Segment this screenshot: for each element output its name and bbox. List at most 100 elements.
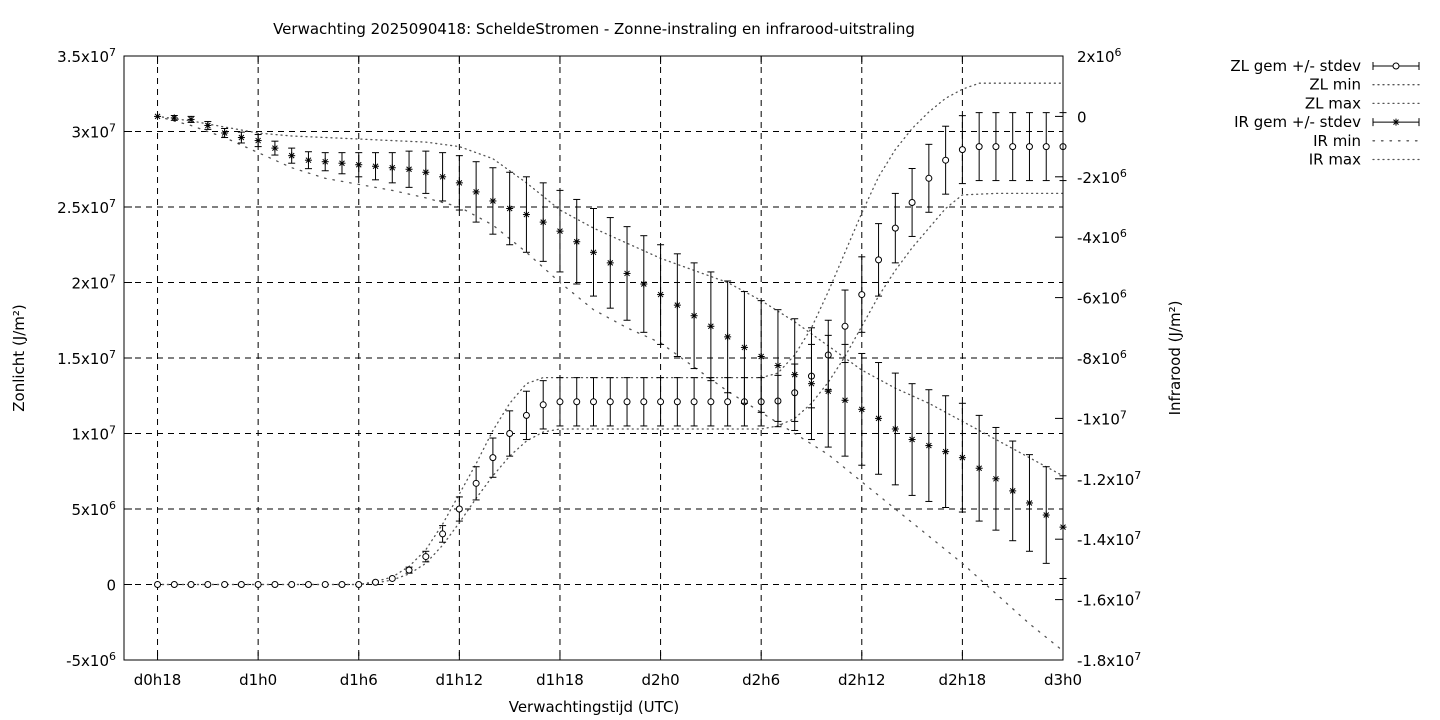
ir-mean-point bbox=[841, 396, 849, 404]
zl-mean-point bbox=[539, 401, 547, 409]
x-tick-label: d2h18 bbox=[939, 671, 987, 689]
ir-mean-point bbox=[455, 179, 463, 187]
y-right-tick-label: 0 bbox=[1077, 108, 1087, 126]
ir-mean-point bbox=[405, 165, 413, 173]
ir-mean-point bbox=[154, 112, 162, 120]
ir-mean-point bbox=[707, 322, 715, 330]
legend-item: ZL min bbox=[1309, 76, 1420, 94]
ir-mean-point bbox=[606, 259, 614, 267]
ir-mean-point bbox=[187, 115, 195, 123]
legend-label: ZL max bbox=[1305, 94, 1361, 112]
y-right-tick-label: 2x106 bbox=[1077, 46, 1122, 66]
x-tick-label: d0h18 bbox=[134, 671, 182, 689]
zl-mean-point bbox=[942, 156, 950, 164]
ir-mean-point bbox=[422, 168, 430, 176]
ir-mean-point bbox=[690, 312, 698, 320]
x-tick-label: d3h0 bbox=[1044, 671, 1082, 689]
y-right-tick-label: -1.4x107 bbox=[1077, 529, 1141, 549]
zl-mean-point bbox=[573, 398, 581, 406]
zl-mean-point bbox=[606, 398, 614, 406]
zl-mean-point bbox=[204, 581, 212, 588]
y-right-tick-label: -2x106 bbox=[1077, 167, 1127, 187]
legend-label: IR gem +/- stdev bbox=[1234, 113, 1361, 131]
zl-mean-point bbox=[237, 581, 245, 588]
ir-mean-point bbox=[875, 414, 883, 422]
y-left-tick-label: 2.5x107 bbox=[57, 197, 116, 217]
ir-mean-point bbox=[304, 156, 312, 164]
ir-mean-point bbox=[288, 152, 296, 160]
ir-mean-point bbox=[271, 144, 279, 152]
zl-mean-point bbox=[170, 581, 178, 588]
x-tick-label: d2h0 bbox=[642, 671, 680, 689]
y-left-tick-label: 1x107 bbox=[71, 424, 116, 444]
zl-mean-point bbox=[388, 574, 396, 582]
ir-mean-point bbox=[807, 380, 815, 388]
legend-marker bbox=[1392, 62, 1400, 70]
y-right-tick-label: -1.6x107 bbox=[1077, 590, 1141, 610]
ir-mean-point bbox=[942, 448, 950, 456]
y-left-tick-label: 3x107 bbox=[71, 122, 116, 142]
zl-mean-point bbox=[958, 146, 966, 154]
zl-mean-point bbox=[489, 454, 497, 462]
y-right-tick-label: -4x106 bbox=[1077, 227, 1127, 247]
legend-item: IR min bbox=[1313, 132, 1420, 150]
ir-mean-point bbox=[590, 248, 597, 256]
y-right-tick-label: -8x106 bbox=[1077, 348, 1127, 368]
ir-mean-point bbox=[791, 371, 799, 379]
legend-item: ZL max bbox=[1305, 94, 1420, 112]
zl-mean-point bbox=[271, 581, 279, 588]
ir-mean-point bbox=[824, 387, 832, 395]
ir-mean-point bbox=[740, 343, 748, 351]
zl-mean-point bbox=[154, 581, 162, 588]
x-tick-label: d2h12 bbox=[838, 671, 886, 689]
zl-mean-point bbox=[506, 430, 514, 437]
zl-mean-point bbox=[254, 581, 262, 588]
ir-mean-point bbox=[573, 238, 581, 246]
ir-mean-point bbox=[908, 436, 916, 444]
zl-mean-point bbox=[690, 398, 698, 406]
legend-label: IR max bbox=[1309, 151, 1361, 169]
axis-ticks: d0h18 d1h0 d1h6 d1h12 d1h18 d2h0 d2h6 d2h12 d2h1… bbox=[57, 46, 1141, 689]
ir-mean-point bbox=[254, 137, 262, 145]
ir-mean-point bbox=[355, 161, 363, 169]
legend-item: IR gem +/- stdev bbox=[1234, 113, 1420, 131]
zl-mean-point bbox=[321, 581, 329, 588]
legend-label: ZL gem +/- stdev bbox=[1230, 57, 1361, 75]
ir-mean-point bbox=[506, 205, 514, 213]
zl-mean-point bbox=[304, 581, 312, 588]
y-right-tick-label: -6x106 bbox=[1077, 288, 1127, 308]
ir-mean-point bbox=[757, 352, 765, 360]
zl-mean-point bbox=[992, 143, 1000, 151]
y-right-tick-label: -1x107 bbox=[1077, 408, 1127, 428]
zl-mean-point bbox=[288, 581, 296, 588]
ir-mean-point bbox=[472, 188, 480, 196]
zl-mean-point bbox=[657, 398, 665, 406]
zl-mean-point bbox=[556, 398, 564, 406]
ir-mean-point bbox=[925, 442, 933, 450]
x-tick-label: d1h0 bbox=[239, 671, 277, 689]
ir-mean-point bbox=[204, 121, 212, 129]
ir-mean-point bbox=[623, 269, 631, 277]
legend-label: IR min bbox=[1313, 132, 1361, 150]
y-left-tick-label: 3.5x107 bbox=[57, 46, 116, 66]
zl-mean-point bbox=[891, 224, 899, 232]
zl-mean-point bbox=[975, 143, 983, 151]
zl-mean-point bbox=[925, 174, 933, 182]
legend-item: IR max bbox=[1309, 151, 1420, 169]
zl-mean-point bbox=[1042, 143, 1050, 151]
zl-mean-point bbox=[841, 322, 849, 330]
plot-frame bbox=[123, 55, 1064, 661]
zl-mean-point bbox=[187, 581, 195, 588]
ir-mean-point bbox=[975, 464, 983, 472]
zl-mean-point bbox=[908, 198, 916, 206]
plot-series bbox=[154, 82, 1067, 652]
x-tick-label: d1h12 bbox=[436, 671, 484, 689]
ir-mean-point bbox=[556, 227, 564, 235]
y-right-tick-label: -1.8x107 bbox=[1077, 650, 1141, 670]
y-axis-left-title: Zonlicht (J/m²) bbox=[10, 304, 28, 412]
ir-mean-point bbox=[891, 425, 899, 433]
zl-mean-point bbox=[455, 505, 463, 513]
ir-mean-point bbox=[774, 362, 782, 370]
zl-mean-point bbox=[422, 553, 430, 561]
